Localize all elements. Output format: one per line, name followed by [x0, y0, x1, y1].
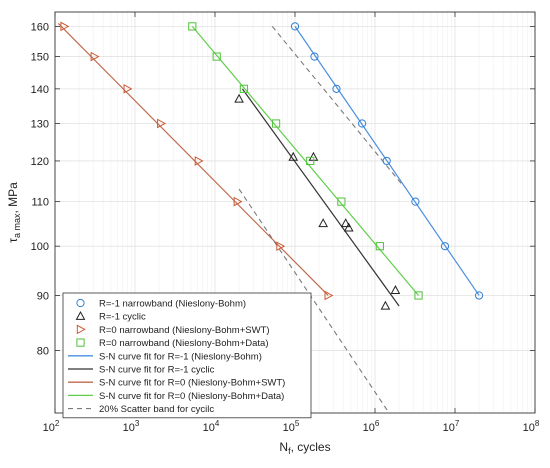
- data-point-s3-6: [375, 242, 384, 251]
- data-point-s2-7: [324, 290, 334, 301]
- scatter-band-line-0: [271, 26, 403, 186]
- data-point-s2-1: [90, 51, 100, 62]
- data-point-s2-0: [60, 21, 70, 32]
- data-point-s3-7: [414, 291, 423, 300]
- data-point-s1-5: [343, 222, 354, 232]
- data-point-s3-3: [271, 119, 281, 128]
- legend-label-3: R=0 narrowband (Nieslony-Bohm+Data): [99, 338, 269, 349]
- legend-label-4: S-N curve fit for R=-1 (Nieslony-Bohm): [99, 351, 262, 362]
- data-point-s1-3: [318, 218, 329, 228]
- legend-marker-0: [76, 298, 85, 308]
- data-point-s0-2: [332, 84, 341, 93]
- data-point-s1-0: [234, 93, 244, 103]
- legend-label-2: R=0 narrowband (Nieslony-Bohm+SWT): [99, 325, 270, 336]
- data-point-s3-4: [306, 156, 315, 166]
- y-tick-label: 120: [31, 156, 49, 168]
- data-point-s1-6: [380, 300, 391, 310]
- data-point-s0-1: [310, 52, 319, 61]
- legend-label-5: S-N curve fit for R=-1 cyclic: [99, 365, 215, 376]
- data-point-s2-2: [123, 84, 133, 94]
- legend-label-8: 20% Scatter band for cycilc: [99, 404, 214, 415]
- data-point-s2-4: [194, 156, 204, 166]
- data-point-s2-3: [157, 118, 167, 129]
- data-point-s0-5: [411, 197, 420, 206]
- legend-marker-3: [76, 338, 85, 347]
- legend-box: [62, 292, 312, 419]
- y-tick-label: 100: [31, 241, 49, 253]
- y-tick-label: 90: [37, 290, 49, 302]
- data-point-s1-1: [288, 151, 299, 161]
- data-point-s0-6: [440, 242, 450, 251]
- data-point-s3-5: [337, 197, 346, 206]
- fit-line-5: [241, 88, 400, 307]
- legend-marker-2: [76, 324, 86, 335]
- legend-label-1: R=-1 cyclic: [99, 312, 146, 323]
- legend-label-0: R=-1 narrowband (Nieslony-Bohm): [99, 299, 246, 310]
- data-point-s0-3: [358, 119, 367, 128]
- data-point-s1-4: [340, 218, 351, 228]
- x-axis-label: Nf, cycles: [279, 440, 330, 456]
- plot-series: [57, 21, 484, 413]
- data-point-s3-2: [239, 84, 249, 93]
- x-tick-label: 108: [523, 419, 540, 434]
- y-tick-label: 140: [31, 84, 49, 96]
- ticks: 102 103 104 105 106 107 108 80 90 100 110 120 130 140…: [31, 12, 540, 434]
- legend-label-6: S-N curve fit for R=0 (Nieslony-Bohm+SWT…: [99, 378, 285, 389]
- y-tick-label: 150: [31, 52, 49, 64]
- y-tick-label: 130: [31, 118, 49, 130]
- x-tick-label: 106: [363, 419, 380, 434]
- x-tick-label: 103: [123, 419, 140, 434]
- data-point-s0-4: [382, 156, 391, 166]
- legend: R=-1 narrowband (Nieslony-Bohm) R=-1 cycl…: [62, 292, 312, 419]
- data-point-s1-7: [390, 285, 401, 295]
- legend-marker-1: [75, 310, 86, 320]
- data-point-s3-1: [212, 52, 221, 61]
- y-axis-label: τa max, MPa: [6, 182, 22, 243]
- y-tick-label: 160: [31, 21, 49, 33]
- data-point-s0-0: [290, 22, 300, 31]
- data-point-s3-0: [188, 22, 197, 31]
- fit-line-7: [191, 26, 419, 296]
- fit-line-6: [57, 23, 329, 296]
- x-tick-label: 105: [283, 419, 300, 434]
- x-tick-label: 107: [443, 419, 460, 434]
- y-tick-label: 80: [37, 346, 49, 358]
- data-point-s2-6: [276, 241, 286, 252]
- data-point-s0-7: [474, 291, 484, 300]
- y-tick-label: 110: [31, 197, 49, 209]
- x-tick-label: 104: [203, 419, 220, 434]
- fit-line-4: [294, 26, 480, 296]
- x-tick-label: 102: [43, 419, 60, 434]
- legend-label-7: S-N curve fit for R=0 (Nieslony-Bohm+Dat…: [99, 391, 284, 402]
- data-point-s2-5: [233, 196, 243, 207]
